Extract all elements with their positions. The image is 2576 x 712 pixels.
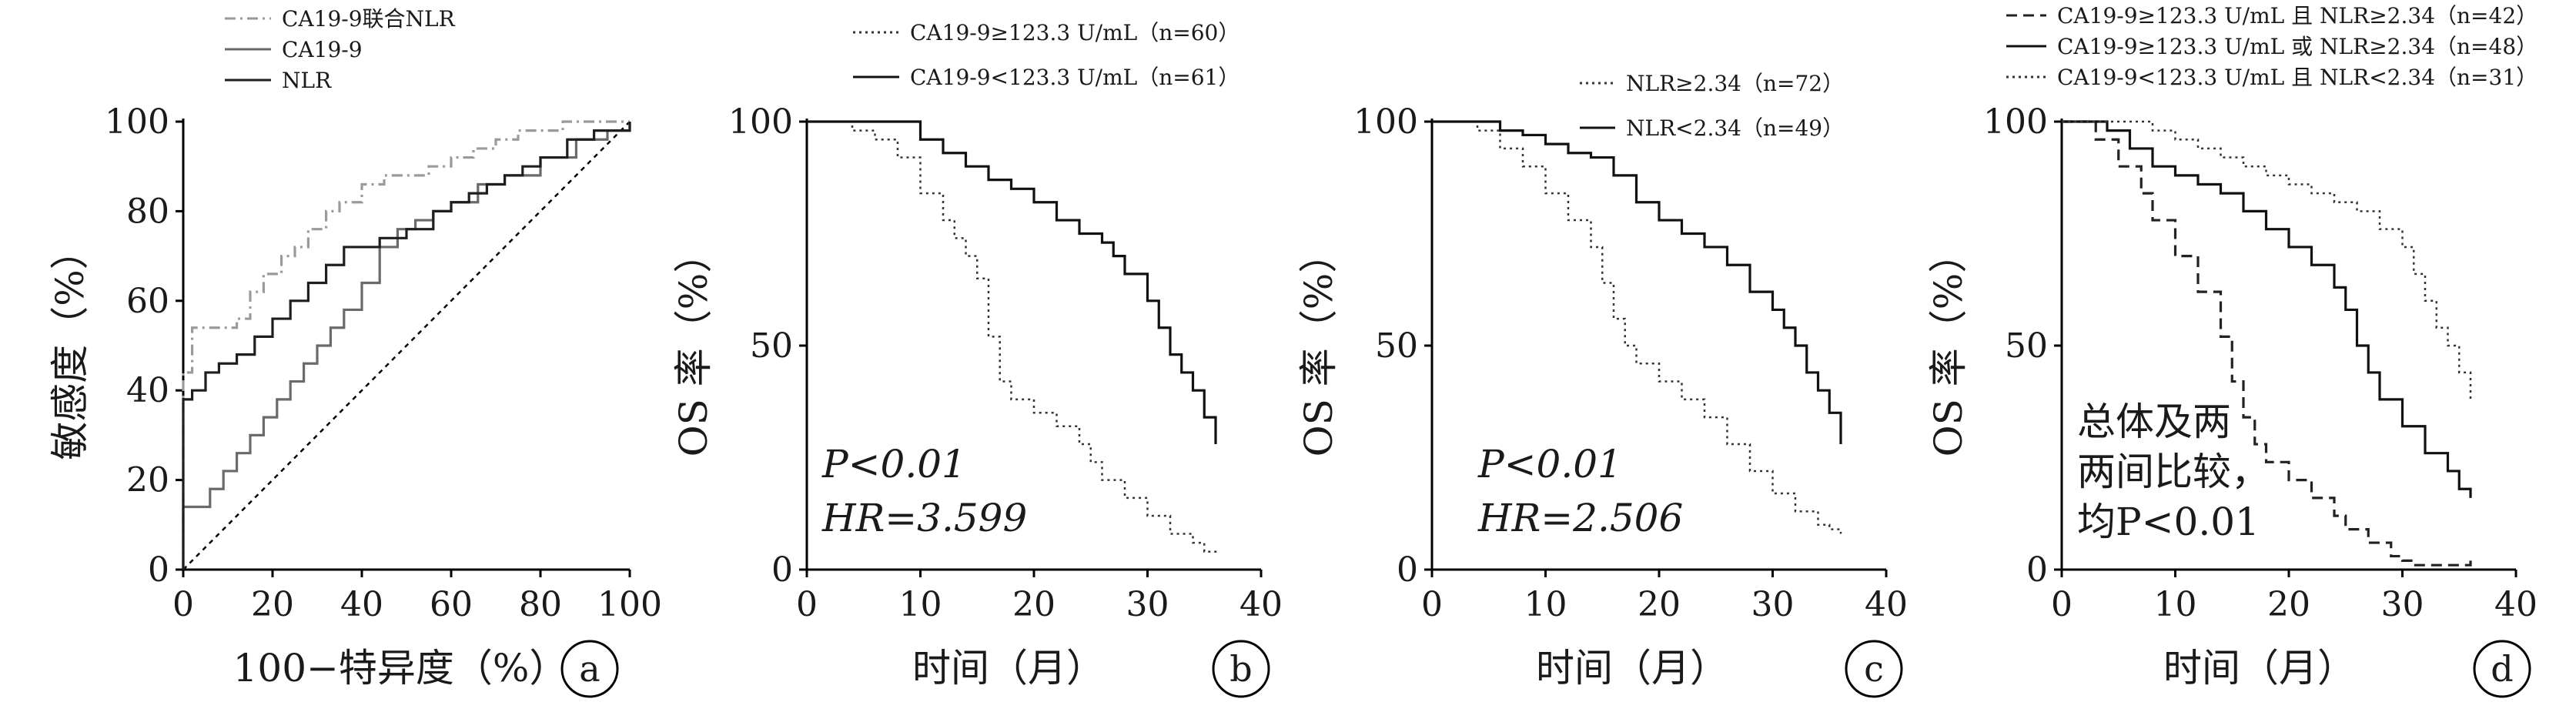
x-tick-label: 10 [1524, 585, 1567, 624]
x-axis-label: 时间（月） [1536, 646, 1728, 690]
series-line-0 [807, 120, 1217, 557]
y-tick-label: 50 [2005, 326, 2048, 366]
chart-panel-b: 0 10 20 30 40 0 50 100 时间（月） OS 率（%） b CA19-9≥123.3… [671, 20, 1283, 698]
reference-diagonal [182, 121, 631, 570]
panel-letter: a [579, 648, 600, 690]
legend-entry-2: NLR [282, 68, 332, 93]
legend-entry-1: CA19-9≥123.3 U/mL 或 NLR≥2.34（n=48） [2057, 34, 2538, 59]
y-tick-label: 0 [771, 550, 793, 590]
y-tick-label: 0 [2026, 550, 2048, 590]
legend-entry-0: CA19-9≥123.3 U/mL（n=60） [910, 20, 1239, 45]
y-axis-label: OS 率（%） [671, 235, 716, 457]
x-tick-label: 10 [2154, 585, 2197, 624]
y-tick-label: 0 [1397, 550, 1418, 590]
series-line-1 [1432, 120, 1842, 445]
x-tick-label: 0 [1421, 585, 1443, 624]
x-tick-label: 30 [1751, 585, 1795, 624]
panel-letter: c [1864, 648, 1884, 690]
series-line-0 [182, 120, 630, 570]
panel-letter: d [2491, 648, 2513, 690]
x-tick-label: 30 [2381, 585, 2424, 624]
chart-panel-a: 0 20 40 60 80 100 0 20 40 60 80 100 100−特异度（%） 敏感度（%）… [48, 6, 662, 698]
y-tick-label: 40 [126, 371, 169, 410]
x-axis-label: 100−特异度（%） [233, 646, 568, 690]
x-tick-label: 20 [251, 585, 294, 624]
x-tick-label: 40 [2494, 585, 2538, 624]
y-tick-label: 100 [105, 102, 169, 142]
annotation-line-1: HR=2.506 [1477, 496, 1683, 540]
series-line-0 [1432, 120, 1842, 534]
x-tick-label: 60 [430, 585, 473, 624]
annotation-line-1: HR=3.599 [821, 496, 1027, 540]
y-tick-label: 100 [1983, 102, 2048, 142]
y-tick-label: 0 [148, 550, 169, 590]
y-tick-label: 100 [728, 102, 793, 142]
x-tick-label: 40 [340, 585, 383, 624]
legend-entry-2: CA19-9<123.3 U/mL 且 NLR<2.34（n=31） [2057, 65, 2538, 90]
panel-letter-circle [560, 640, 619, 698]
panel-letter-circle [1212, 640, 1270, 698]
y-tick-label: 50 [1375, 326, 1418, 366]
panel-letter-circle [1845, 640, 1903, 698]
chart-panel-c: 0 10 20 30 40 0 50 100 时间（月） OS 率（%） c NLR≥2.34（n=7… [1296, 71, 1908, 698]
x-tick-label: 20 [2267, 585, 2310, 624]
x-tick-label: 0 [796, 585, 818, 624]
series-line-1 [2062, 120, 2472, 498]
panel-letter: b [1229, 648, 1252, 690]
series-line-2 [182, 122, 631, 570]
x-tick-label: 40 [1239, 585, 1283, 624]
x-tick-label: 0 [172, 585, 194, 624]
x-axis-label: 时间（月） [2163, 646, 2356, 690]
y-tick-label: 20 [126, 461, 169, 500]
legend-entry-1: CA19-9 [282, 37, 363, 62]
x-tick-label: 100 [597, 585, 662, 624]
series-line-0 [2062, 120, 2472, 567]
legend-entry-0: NLR≥2.34（n=72） [1626, 71, 1844, 96]
x-tick-label: 20 [1638, 585, 1681, 624]
x-tick-label: 80 [519, 585, 562, 624]
series-line-2 [2062, 120, 2472, 399]
x-tick-label: 40 [1865, 585, 1908, 624]
y-axis-label: OS 率（%） [1296, 235, 1341, 457]
y-tick-label: 80 [126, 192, 169, 231]
x-tick-label: 30 [1126, 585, 1169, 624]
chart-panel-d: 0 10 20 30 40 0 50 100 时间（月） OS 率（%） d CA19-9≥123.3… [1926, 3, 2538, 698]
legend-entry-0: CA19-9联合NLR [282, 6, 456, 32]
series-line-1 [807, 120, 1217, 445]
x-tick-label: 20 [1012, 585, 1055, 624]
annotation-line-0: P<0.01 [1477, 442, 1622, 486]
annotation-line-2: 均P<0.01 [2077, 500, 2260, 544]
y-tick-label: 60 [126, 282, 169, 321]
panel-letter-circle [2473, 640, 2531, 698]
legend-entry-1: CA19-9<123.3 U/mL（n=61） [910, 65, 1239, 90]
y-axis-label: OS 率（%） [1926, 235, 1971, 457]
annotation-line-1: 两间比较， [2077, 450, 2270, 494]
x-axis-label: 时间（月） [912, 646, 1105, 690]
x-tick-label: 0 [2051, 585, 2073, 624]
x-tick-label: 10 [899, 585, 942, 624]
y-axis-label: 敏感度（%） [48, 231, 92, 460]
y-tick-label: 100 [1353, 102, 1418, 142]
annotation-line-0: 总体及两 [2077, 399, 2231, 444]
annotation-line-0: P<0.01 [821, 442, 966, 486]
legend-entry-0: CA19-9≥123.3 U/mL 且 NLR≥2.34（n=42） [2057, 3, 2538, 28]
legend-entry-1: NLR<2.34（n=49） [1626, 115, 1844, 141]
y-tick-label: 50 [750, 326, 793, 366]
